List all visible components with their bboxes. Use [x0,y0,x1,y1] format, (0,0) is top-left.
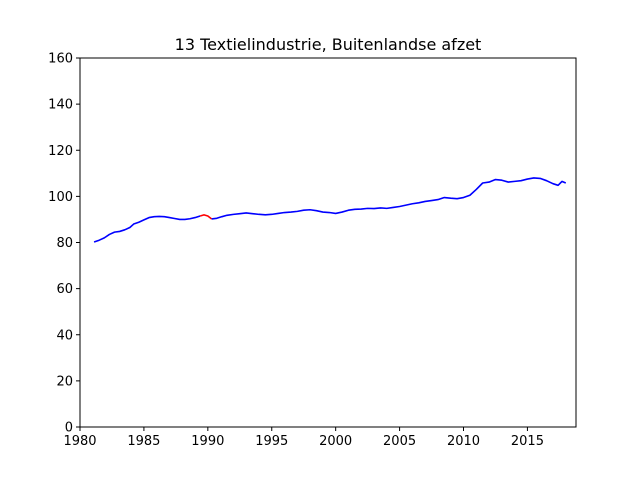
y-tick-label: 100 [48,190,73,205]
x-tick-label: 1990 [191,434,224,449]
x-axis: 1980 1985 1990 1995 2000 2005 2010 2015 [63,427,544,449]
x-tick-label: 1995 [255,434,288,449]
y-tick-label: 140 [48,98,73,113]
x-tick-label: 2015 [511,434,544,449]
y-tick-label: 120 [48,144,73,159]
series-layer [93,177,567,243]
x-tick-label: 2005 [383,434,416,449]
x-tick-label: 1985 [127,434,160,449]
chart-title: 13 Textielindustrie, Buitenlandse afzet [175,35,482,54]
y-axis: 0 20 40 60 80 100 120 140 160 [48,52,80,436]
y-tick-label: 160 [48,52,73,67]
series-line-1 [199,214,213,220]
y-tick-label: 80 [56,236,73,251]
series-line-2 [211,177,567,220]
x-tick-label: 2010 [447,434,480,449]
y-tick-label: 0 [65,421,73,436]
series-line-0 [93,215,201,243]
x-tick-label: 2000 [319,434,352,449]
y-tick-label: 20 [56,374,73,389]
x-tick-label: 1980 [63,434,96,449]
y-tick-label: 60 [56,282,73,297]
y-tick-label: 40 [56,328,73,343]
plot-frame [79,57,577,428]
